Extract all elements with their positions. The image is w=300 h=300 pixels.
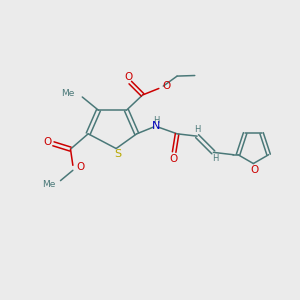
Text: Me: Me — [42, 180, 55, 189]
Text: O: O — [125, 72, 133, 82]
Text: O: O — [169, 154, 178, 164]
Text: Me: Me — [61, 89, 74, 98]
Text: O: O — [250, 165, 259, 175]
Text: H: H — [153, 116, 159, 125]
Text: O: O — [44, 137, 52, 147]
Text: S: S — [114, 149, 121, 159]
Text: N: N — [152, 121, 160, 130]
Text: O: O — [76, 162, 85, 172]
Text: H: H — [194, 125, 201, 134]
Text: H: H — [212, 154, 219, 163]
Text: O: O — [162, 81, 171, 92]
